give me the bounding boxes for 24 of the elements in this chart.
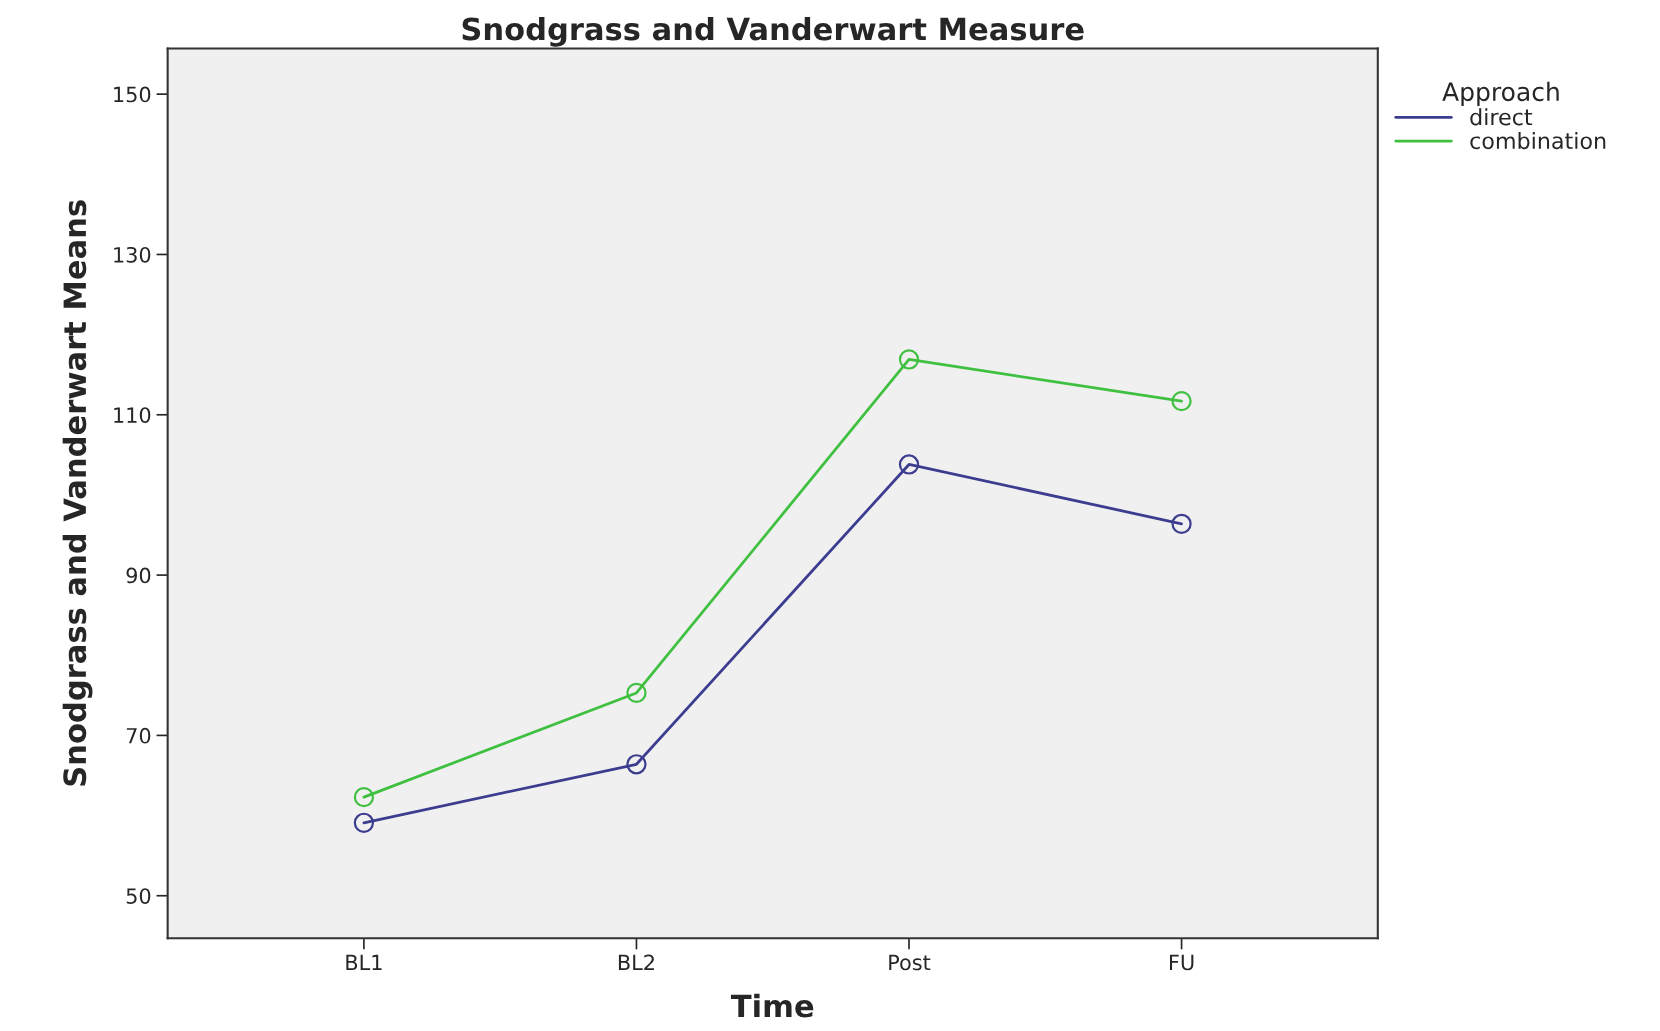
- legend-label: combination: [1470, 131, 1606, 150]
- x-tick-label: Post: [889, 954, 931, 971]
- point: [626, 754, 647, 775]
- point: [898, 349, 920, 370]
- y-tick-label: 50: [126, 888, 151, 904]
- y-tick-label: 110: [114, 407, 151, 423]
- point: [1171, 391, 1192, 412]
- x-tick-label: FU: [1169, 954, 1194, 971]
- legend-label: direct: [1470, 108, 1533, 126]
- y-tick-label: 130: [114, 246, 151, 263]
- y-tick-label: 90: [126, 567, 151, 584]
- point: [626, 682, 647, 704]
- point: [1171, 513, 1192, 534]
- point: [353, 786, 375, 808]
- y-tick-label: 70: [126, 727, 151, 744]
- x-tick-label: BL2: [618, 954, 654, 971]
- y-axis-title: Snodgrass and Vanderwart Means: [62, 200, 93, 786]
- x-axis-title: Time: [730, 993, 814, 1018]
- legend-title: Approach: [1442, 81, 1559, 106]
- chart-title: Snodgrass and Vanderwart Measure: [462, 16, 1084, 47]
- point: [353, 812, 375, 833]
- point: [898, 454, 920, 475]
- x-tick-label: BL1: [346, 954, 382, 971]
- y-tick-label: 150: [114, 86, 151, 103]
